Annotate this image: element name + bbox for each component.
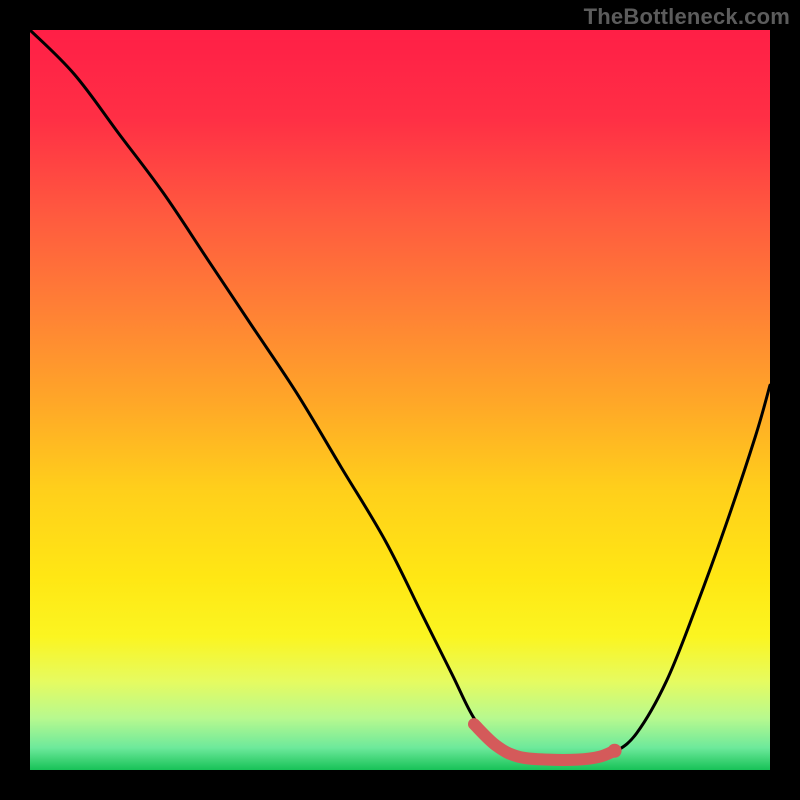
optimal-range-end-dot <box>608 744 622 758</box>
plot-area <box>30 30 770 770</box>
gradient-background <box>30 30 770 770</box>
bottleneck-chart <box>0 0 800 800</box>
watermark-label: TheBottleneck.com <box>584 4 790 30</box>
chart-stage: TheBottleneck.com <box>0 0 800 800</box>
